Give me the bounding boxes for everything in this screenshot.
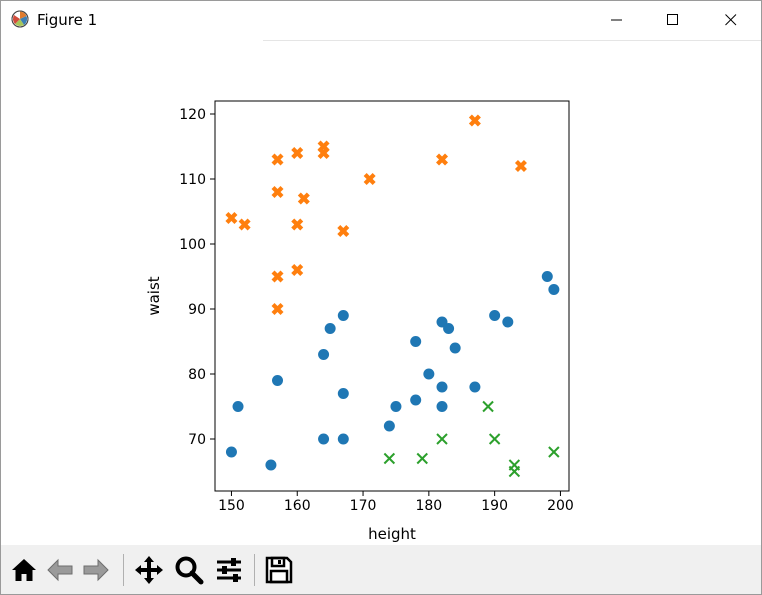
toolbar-separator bbox=[254, 554, 255, 586]
pan-button[interactable] bbox=[133, 554, 165, 586]
x-tick-label: 200 bbox=[547, 498, 574, 514]
move-icon bbox=[135, 556, 163, 584]
y-axis-label: waist bbox=[145, 276, 163, 315]
matplotlib-logo-icon bbox=[11, 10, 29, 28]
scatter-point bbox=[449, 342, 461, 354]
back-button[interactable] bbox=[44, 554, 76, 586]
scatter-point bbox=[410, 336, 422, 347]
scatter-point bbox=[337, 310, 349, 321]
y-tick-label: 70 bbox=[188, 432, 206, 448]
close-button[interactable] bbox=[708, 1, 754, 39]
scatter-point-x bbox=[488, 433, 501, 445]
maximize-icon bbox=[667, 14, 678, 25]
plot-frame bbox=[214, 100, 570, 492]
scatter-point bbox=[436, 401, 448, 412]
configure-button[interactable] bbox=[213, 554, 245, 586]
scatter-point-x bbox=[416, 452, 428, 465]
scatter-point-x bbox=[548, 446, 560, 458]
scatter-point-x bbox=[482, 400, 494, 413]
scatter-point-x-filled bbox=[271, 153, 284, 166]
scatter-point-x-filled bbox=[297, 192, 310, 205]
scatter-point bbox=[548, 284, 560, 295]
sliders-icon bbox=[217, 558, 241, 582]
scatter-point bbox=[272, 375, 284, 386]
x-tick-label: 170 bbox=[350, 498, 377, 514]
scatter-point bbox=[318, 433, 330, 445]
scatter-point bbox=[324, 323, 336, 334]
x-tick-label: 190 bbox=[481, 498, 508, 514]
y-tick-label: 80 bbox=[188, 367, 206, 383]
close-icon bbox=[725, 14, 737, 26]
window-title: Figure 1 bbox=[37, 11, 98, 29]
scatter-point-x bbox=[508, 465, 521, 478]
scatter-point bbox=[390, 401, 402, 412]
scatter-point-x-filled bbox=[436, 153, 449, 166]
scatter-point-x-filled bbox=[238, 218, 251, 231]
scatter-point-x bbox=[436, 433, 448, 445]
scatter-point-x-filled bbox=[225, 212, 238, 224]
x-tick-label: 160 bbox=[284, 498, 311, 514]
scatter-point bbox=[410, 394, 422, 406]
scatter-point bbox=[232, 401, 244, 412]
scatter-point-x-filled bbox=[468, 114, 481, 127]
maximize-button[interactable] bbox=[650, 1, 696, 39]
home-button[interactable] bbox=[8, 554, 40, 586]
scatter-point-x-filled bbox=[291, 264, 304, 276]
toolbar-separator bbox=[123, 554, 124, 586]
y-tick-label: 110 bbox=[179, 172, 206, 188]
home-icon bbox=[12, 559, 36, 581]
scatter-point bbox=[489, 310, 501, 321]
scatter-point-x-filled bbox=[317, 147, 330, 159]
scatter-point bbox=[337, 388, 349, 399]
scatter-chart[interactable]: 150 160 170 180 190 200 70 80 90 100 110 120 height… bbox=[1, 41, 761, 544]
scatter-point-x-filled bbox=[271, 186, 284, 198]
scatter-point bbox=[469, 381, 481, 393]
magnifier-icon bbox=[175, 556, 204, 585]
scatter-point-x-filled bbox=[291, 147, 304, 159]
scatter-point bbox=[318, 349, 330, 360]
scatter-point-x-filled bbox=[271, 270, 284, 283]
scatter-point bbox=[443, 323, 455, 334]
x-axis-label: height bbox=[368, 525, 416, 543]
forward-button[interactable] bbox=[80, 554, 112, 586]
save-button[interactable] bbox=[263, 554, 295, 586]
scatter-point bbox=[541, 271, 553, 282]
scatter-point-x-filled bbox=[337, 225, 350, 237]
y-tick-label: 100 bbox=[179, 237, 206, 253]
scatter-point-x-filled bbox=[514, 160, 527, 172]
floppy-disk-icon bbox=[265, 556, 293, 584]
scatter-point bbox=[337, 433, 349, 445]
scatter-point bbox=[383, 420, 395, 432]
figure-canvas[interactable]: 150 160 170 180 190 200 70 80 90 100 110 120 height… bbox=[1, 41, 761, 544]
title-bar[interactable]: Figure 1 bbox=[1, 1, 761, 39]
forward-arrow-icon bbox=[83, 558, 109, 582]
back-arrow-icon bbox=[47, 558, 73, 582]
x-tick-label: 180 bbox=[415, 498, 442, 514]
minimize-button[interactable] bbox=[594, 1, 640, 39]
scatter-point-x-filled bbox=[271, 303, 284, 315]
scatter-point-x-filled bbox=[363, 173, 376, 185]
scatter-point bbox=[502, 316, 514, 328]
scatter-point bbox=[436, 381, 448, 393]
title-divider bbox=[263, 40, 761, 41]
scatter-point bbox=[423, 368, 435, 380]
scatter-point-x-filled bbox=[291, 218, 304, 231]
y-tick-label: 90 bbox=[188, 302, 206, 318]
zoom-button[interactable] bbox=[173, 554, 205, 586]
navigation-toolbar bbox=[1, 545, 761, 594]
minimize-icon bbox=[611, 19, 622, 21]
scatter-point-x bbox=[383, 452, 396, 465]
scatter-point bbox=[265, 459, 277, 471]
x-tick-label: 150 bbox=[218, 498, 245, 514]
scatter-point bbox=[225, 446, 237, 458]
y-tick-label: 120 bbox=[179, 107, 206, 123]
